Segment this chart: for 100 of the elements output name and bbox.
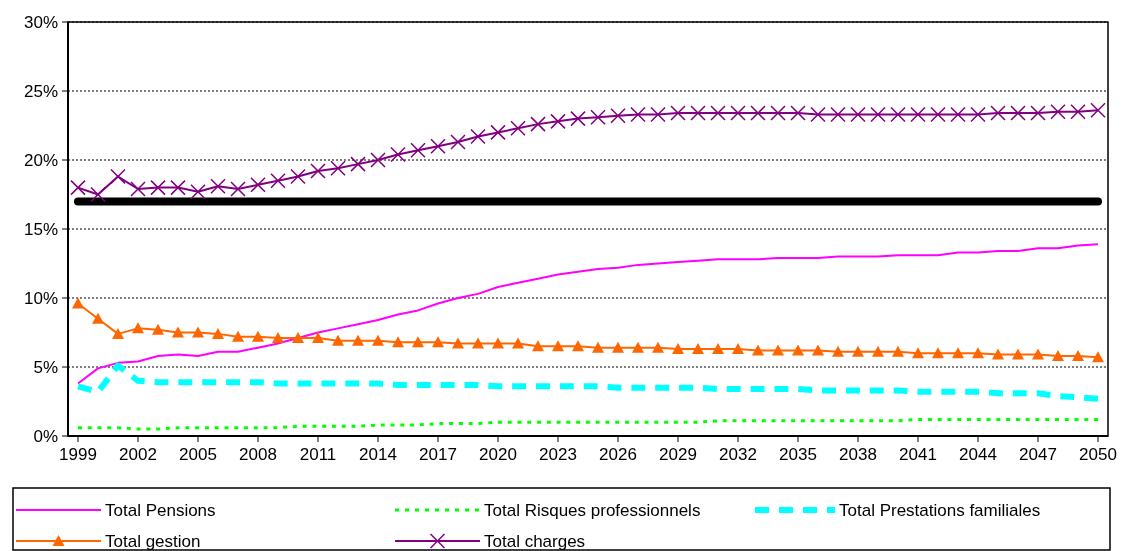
point xyxy=(930,106,946,123)
point xyxy=(232,330,244,342)
point xyxy=(892,345,904,357)
point xyxy=(1032,348,1044,360)
point xyxy=(852,345,864,357)
point xyxy=(470,128,486,145)
point xyxy=(272,332,284,344)
x-tick-label: 2035 xyxy=(779,445,817,464)
point xyxy=(350,156,366,172)
point xyxy=(392,336,404,348)
point xyxy=(430,138,446,154)
point xyxy=(72,297,84,309)
point xyxy=(712,343,724,355)
point xyxy=(592,341,604,353)
point xyxy=(432,336,444,348)
point xyxy=(212,327,224,339)
point xyxy=(830,106,846,123)
x-tick-label: 2026 xyxy=(599,445,637,464)
point xyxy=(110,168,126,185)
x-tick-label: 2017 xyxy=(419,445,457,464)
point xyxy=(890,106,906,123)
point xyxy=(932,347,944,359)
point xyxy=(950,106,966,123)
point xyxy=(1070,103,1086,120)
point xyxy=(452,337,464,349)
line-series xyxy=(76,417,1100,431)
point xyxy=(650,106,666,123)
point xyxy=(570,110,586,127)
point xyxy=(1072,349,1084,361)
point xyxy=(270,172,286,189)
point xyxy=(652,341,664,353)
point xyxy=(170,179,186,196)
point xyxy=(790,105,806,121)
x-tick-label: 2050 xyxy=(1079,445,1117,464)
point xyxy=(250,177,266,193)
x-tick-label: 2044 xyxy=(959,445,997,464)
point xyxy=(750,105,766,121)
legend-label: Total Prestations familiales xyxy=(839,500,1041,520)
legend-label: Total Risques professionnels xyxy=(484,500,701,520)
point xyxy=(992,348,1004,360)
point xyxy=(150,179,166,196)
legend-label: Total gestion xyxy=(105,531,201,551)
point xyxy=(370,152,386,168)
point xyxy=(192,326,204,338)
point xyxy=(332,334,344,346)
point xyxy=(1092,351,1104,363)
point xyxy=(70,179,86,196)
point xyxy=(810,106,826,123)
x-tick-label: 2041 xyxy=(899,445,937,464)
point xyxy=(390,146,406,163)
point xyxy=(352,334,364,346)
x-tick-label: 2029 xyxy=(659,445,697,464)
x-tick-label: 1999 xyxy=(59,445,97,464)
point xyxy=(770,105,786,121)
point xyxy=(690,105,706,121)
point xyxy=(812,344,824,356)
point xyxy=(490,124,506,141)
point xyxy=(1010,105,1026,121)
point xyxy=(872,345,884,357)
point xyxy=(952,347,964,359)
point xyxy=(1090,102,1106,119)
point xyxy=(692,343,704,355)
point xyxy=(732,343,744,355)
point xyxy=(252,330,264,342)
point xyxy=(970,106,986,123)
point xyxy=(612,341,624,353)
point xyxy=(910,106,926,123)
point xyxy=(670,105,686,121)
point xyxy=(792,344,804,356)
point xyxy=(92,312,104,324)
point xyxy=(550,113,566,130)
point xyxy=(172,326,184,338)
point xyxy=(292,332,304,344)
point xyxy=(90,186,106,203)
point xyxy=(372,334,384,346)
point xyxy=(512,337,524,349)
x-tick-label: 2047 xyxy=(1019,445,1057,464)
point xyxy=(112,327,124,339)
point xyxy=(752,344,764,356)
point xyxy=(590,109,606,125)
point xyxy=(672,343,684,355)
x-tick-label: 2014 xyxy=(359,445,397,464)
x-tick-label: 2032 xyxy=(719,445,757,464)
point xyxy=(412,336,424,348)
point xyxy=(310,163,326,179)
y-tick-label: 25% xyxy=(23,81,58,101)
point xyxy=(530,116,546,132)
point xyxy=(130,181,146,197)
y-tick-label: 5% xyxy=(33,357,58,377)
y-tick-label: 15% xyxy=(23,219,58,239)
point xyxy=(1012,348,1024,360)
point xyxy=(532,340,544,352)
y-tick-label: 20% xyxy=(23,150,58,170)
x-tick-label: 2005 xyxy=(179,445,217,464)
point xyxy=(290,168,306,185)
point xyxy=(990,105,1006,121)
legend-label: Total Pensions xyxy=(105,500,216,520)
point xyxy=(492,337,504,349)
point xyxy=(630,106,646,123)
x-tick-label: 2011 xyxy=(299,445,337,464)
